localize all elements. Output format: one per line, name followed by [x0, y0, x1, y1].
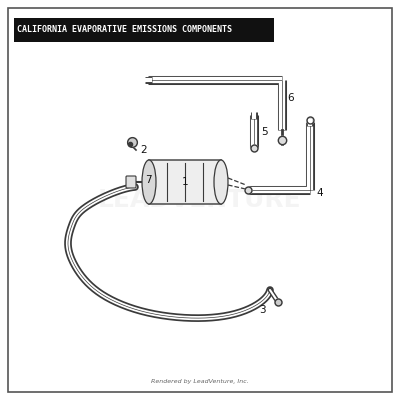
Text: CALIFORNIA EVAPORATIVE EMISSIONS COMPONENTS: CALIFORNIA EVAPORATIVE EMISSIONS COMPONE…: [17, 26, 232, 34]
FancyBboxPatch shape: [126, 176, 136, 188]
Text: 7: 7: [145, 175, 151, 185]
Text: 3: 3: [259, 305, 265, 315]
Text: LEADVENTURE: LEADVENTURE: [98, 188, 302, 212]
Text: 4: 4: [317, 188, 323, 198]
Bar: [14, 18, 274, 42]
Text: Rendered by LeadVenture, Inc.: Rendered by LeadVenture, Inc.: [151, 380, 249, 384]
Text: 1: 1: [182, 177, 188, 187]
FancyBboxPatch shape: [148, 160, 222, 204]
Ellipse shape: [142, 160, 156, 204]
Ellipse shape: [214, 160, 228, 204]
Text: 5: 5: [261, 127, 267, 137]
Text: 2: 2: [141, 145, 147, 155]
Text: 6: 6: [288, 93, 294, 103]
